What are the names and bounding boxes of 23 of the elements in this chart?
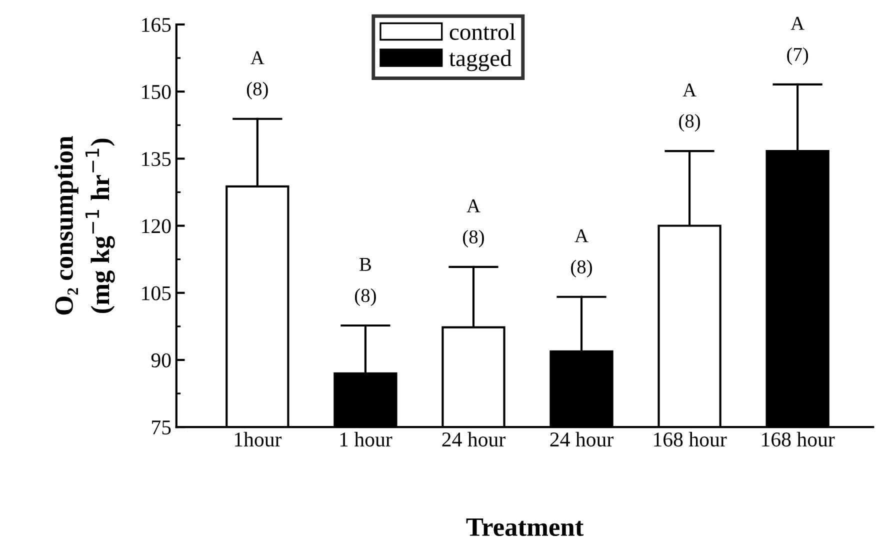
y-tick-label: 105: [142, 286, 171, 300]
y-tick-label: 150: [142, 84, 171, 100]
annotation: A (8): [246, 51, 268, 100]
y-tick-label: 90: [151, 353, 171, 368]
x-tick-label: 168 hour: [654, 432, 727, 447]
x-tick-label: 1hour: [234, 432, 282, 447]
x-tick-label: 168 hour: [762, 432, 835, 447]
x-tick-label: 24 hour: [442, 432, 506, 447]
legend-label: tagged: [449, 50, 512, 72]
x-tick-label: 24 hour: [550, 432, 614, 447]
x-tick-label: 1 hour: [340, 432, 392, 447]
annotation: A (8): [571, 229, 592, 278]
x-axis-title: Treatment: [466, 518, 584, 536]
y-tick-label: 75: [152, 420, 171, 434]
y-tick-label: 135: [142, 152, 171, 166]
annotation: B (8): [354, 258, 376, 306]
legend-label: control: [450, 23, 516, 40]
y-tick-label: 165: [142, 18, 171, 32]
annotation: A (7): [787, 16, 808, 65]
y-tick-label: 120: [142, 219, 171, 234]
y-axis-title: O₂ consumption (mg kg$^{−1}$ hr$^{−1}$): [54, 136, 115, 315]
annotation: A (8): [679, 84, 700, 132]
annotation: A (8): [462, 199, 484, 248]
